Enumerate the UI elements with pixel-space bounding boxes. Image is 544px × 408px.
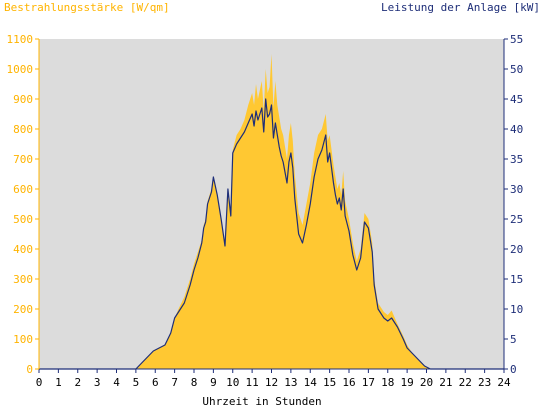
y-right-tick-label: 55 xyxy=(510,33,523,46)
y-right-tick-label: 35 xyxy=(510,153,523,166)
y-left-tick-label: 900 xyxy=(13,93,33,106)
power-line xyxy=(39,98,504,370)
y-left-tick-label: 300 xyxy=(13,273,33,286)
x-tick-label: 21 xyxy=(439,376,452,389)
x-tick-label: 14 xyxy=(304,376,318,389)
left-axis-title: Bestrahlungsstärke [W/qm] xyxy=(4,1,170,14)
y-right-tick-label: 30 xyxy=(510,183,523,196)
x-tick-label: 15 xyxy=(323,376,336,389)
y-left-tick-label: 800 xyxy=(13,123,33,136)
x-tick-label: 19 xyxy=(401,376,414,389)
x-tick-label: 23 xyxy=(478,376,491,389)
x-tick-label: 24 xyxy=(497,376,511,389)
y-right-tick-label: 20 xyxy=(510,243,523,256)
x-tick-label: 22 xyxy=(459,376,472,389)
x-tick-label: 11 xyxy=(246,376,259,389)
x-tick-label: 17 xyxy=(362,376,375,389)
x-tick-label: 13 xyxy=(284,376,297,389)
x-tick-label: 12 xyxy=(265,376,278,389)
x-tick-label: 20 xyxy=(420,376,433,389)
y-right-tick-label: 0 xyxy=(510,363,517,376)
x-tick-label: 16 xyxy=(342,376,355,389)
y-left-tick-label: 1100 xyxy=(7,33,34,46)
y-left-tick-label: 400 xyxy=(13,243,33,256)
y-right-tick-label: 40 xyxy=(510,123,523,136)
y-left-tick-label: 100 xyxy=(13,333,33,346)
irradiance-area xyxy=(39,54,504,369)
y-right-tick-label: 25 xyxy=(510,213,523,226)
x-tick-label: 4 xyxy=(113,376,120,389)
y-left-tick-label: 600 xyxy=(13,183,33,196)
y-left-tick-label: 700 xyxy=(13,153,33,166)
x-tick-label: 9 xyxy=(210,376,217,389)
y-left-tick-label: 0 xyxy=(26,363,33,376)
y-left-tick-label: 1000 xyxy=(7,63,34,76)
x-tick-label: 8 xyxy=(191,376,198,389)
x-tick-label: 0 xyxy=(36,376,43,389)
y-left-tick-label: 200 xyxy=(13,303,33,316)
right-axis-title: Leistung der Anlage [kW] xyxy=(381,1,540,14)
x-tick-label: 2 xyxy=(74,376,81,389)
y-right-tick-label: 15 xyxy=(510,273,523,286)
y-left-tick-label: 500 xyxy=(13,213,33,226)
y-right-tick-label: 10 xyxy=(510,303,523,316)
x-tick-label: 1 xyxy=(55,376,62,389)
x-tick-label: 18 xyxy=(381,376,394,389)
x-axis-title: Uhrzeit in Stunden xyxy=(202,395,321,408)
y-right-tick-label: 45 xyxy=(510,93,523,106)
x-tick-label: 7 xyxy=(171,376,178,389)
x-tick-label: 3 xyxy=(94,376,101,389)
y-right-tick-label: 5 xyxy=(510,333,517,346)
x-tick-label: 10 xyxy=(226,376,239,389)
x-tick-label: 6 xyxy=(152,376,159,389)
x-tick-label: 5 xyxy=(133,376,140,389)
y-right-tick-label: 50 xyxy=(510,63,523,76)
